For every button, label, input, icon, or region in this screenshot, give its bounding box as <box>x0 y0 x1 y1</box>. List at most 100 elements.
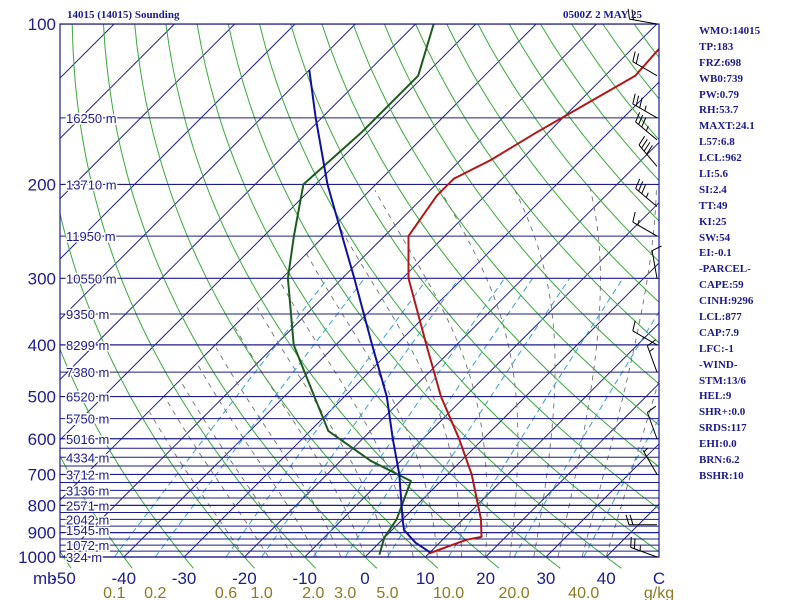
height-label: 13710 m <box>66 177 117 192</box>
index-item: LCL:962 <box>699 152 742 165</box>
index-item: KI:25 <box>699 215 727 228</box>
height-label: 9350 m <box>66 307 109 322</box>
height-label: 6520 m <box>66 390 109 405</box>
temperature-tick-label: 40 <box>597 569 616 588</box>
dry-adiabat-line <box>165 24 500 569</box>
mixing-ratio-unit-label: g/kg <box>644 585 674 600</box>
wind-barb <box>638 135 658 167</box>
mixing-ratio-label: 3.0 <box>334 585 356 600</box>
moist-adiabat-line <box>164 396 269 558</box>
dry-adiabat-line <box>60 211 255 569</box>
index-item: CAPE:59 <box>699 279 744 292</box>
index-item: WMO:14015 <box>699 25 761 37</box>
height-label: 11950 m <box>66 229 116 244</box>
plot-frame <box>59 23 660 558</box>
height-label: 4334 m <box>66 450 109 465</box>
temperature-tick-label: 20 <box>476 569 495 588</box>
index-item: SI:2.4 <box>699 183 727 196</box>
mixing-ratio-label: 0.2 <box>144 585 166 600</box>
temperature-tick-label: 10 <box>416 569 435 588</box>
dry-adiabat-line <box>446 24 659 303</box>
temperature-tick-label: 0 <box>360 569 369 588</box>
valid-time: 0500Z 2 MAY 25 <box>563 9 642 21</box>
mixing-ratio-label: 0.6 <box>215 585 237 600</box>
dry-adiabat-line <box>415 24 659 344</box>
wind-barb <box>635 112 658 141</box>
dry-adiabat-line <box>290 24 659 510</box>
mixing-ratio-label: 10.0 <box>433 585 464 600</box>
dewpoint-line <box>286 24 435 555</box>
index-item: LCL:877 <box>699 311 742 324</box>
height-label: 5750 m <box>66 412 109 427</box>
pressure-tick-label: 1000 <box>18 548 56 567</box>
dry-adiabat-line <box>103 24 378 569</box>
index-item: -WIND- <box>699 358 738 371</box>
mixing-ratio-label: 0.1 <box>103 585 125 600</box>
index-item: TT:49 <box>699 199 728 212</box>
height-label: 324 m <box>66 550 102 565</box>
height-label: 8299 m <box>66 338 109 353</box>
pressure-tick-label: 200 <box>28 175 56 194</box>
index-item: SW:54 <box>699 231 731 244</box>
wind-barb <box>646 339 658 373</box>
index-item: EHI:0.0 <box>699 438 737 451</box>
mixing-ratio-label: 2.0 <box>302 585 324 600</box>
mixing-ratio-label: 20.0 <box>499 585 530 600</box>
temperature-tick-label: -50 <box>51 569 76 588</box>
wind-barb <box>646 405 658 439</box>
pressure-tick-label: 800 <box>28 496 56 515</box>
pressure-tick-label: 300 <box>28 269 56 288</box>
index-item: WB0:739 <box>699 72 743 85</box>
dry-adiabat-line <box>0 24 10 568</box>
index-item: FRZ:698 <box>699 56 742 69</box>
pressure-tick-label: 700 <box>28 465 56 484</box>
height-label: 7380 m <box>66 365 109 380</box>
dry-adiabat-line <box>60 455 133 569</box>
dry-adiabat-line <box>321 24 659 468</box>
pressure-tick-label: 100 <box>28 15 56 34</box>
wind-barb <box>625 514 658 526</box>
dry-adiabat-line <box>60 348 194 569</box>
mixing-ratio-line <box>448 278 624 558</box>
pressure-tick-label: 500 <box>28 388 56 407</box>
dry-adiabat-line <box>352 24 659 426</box>
indices-panel: WMO:14015 TP:183 FRZ:698 WB0:739 PW:0.79 RH:5… <box>699 24 760 485</box>
mixing-ratio-label: 1.0 <box>251 585 273 600</box>
mixing-ratio-line <box>344 278 534 558</box>
dry-adiabat-line <box>134 24 439 569</box>
moist-adiabat-line <box>149 411 245 558</box>
height-label: 3712 m <box>66 467 109 482</box>
wind-barb <box>632 93 658 119</box>
moist-adiabat-line <box>306 253 438 558</box>
moist-adiabat-line <box>279 281 414 558</box>
pressure-tick-label: 600 <box>28 430 56 449</box>
index-item: CINH:9296 <box>699 295 754 308</box>
height-label: 5016 m <box>66 432 109 447</box>
wind-barb <box>632 51 658 77</box>
dry-adiabat-line <box>477 24 659 263</box>
chart-title: 14015 (14015) Sounding <box>67 9 180 21</box>
wind-barb <box>632 211 658 237</box>
moist-adiabat-line <box>374 189 488 558</box>
height-label: 16250 m <box>66 111 117 126</box>
height-label: 3136 m <box>66 483 109 498</box>
index-item: SRDS:117 <box>699 422 747 435</box>
mixing-ratio-label: 40.0 <box>568 585 599 600</box>
index-item: LI:5.6 <box>699 168 729 181</box>
index-item: BRN:6.2 <box>699 454 740 467</box>
index-item: RH:53.7 <box>699 104 739 117</box>
index-item: TP:183 <box>699 40 734 53</box>
moist-adiabat-line <box>511 184 556 558</box>
index-item: PW:0.79 <box>699 88 740 101</box>
dry-adiabat-line <box>227 24 622 569</box>
height-label: 1545 m <box>66 523 109 538</box>
dry-adiabat-line <box>790 24 800 568</box>
index-item: HEL:9 <box>699 390 732 403</box>
temperature-tick-label: -30 <box>172 569 197 588</box>
temperature-tick-label: -10 <box>292 569 317 588</box>
index-item: BSHR:10 <box>699 469 744 482</box>
moist-adiabat-line <box>215 347 342 558</box>
wind-barb <box>635 178 658 207</box>
temperature-tick-label: -40 <box>112 569 137 588</box>
